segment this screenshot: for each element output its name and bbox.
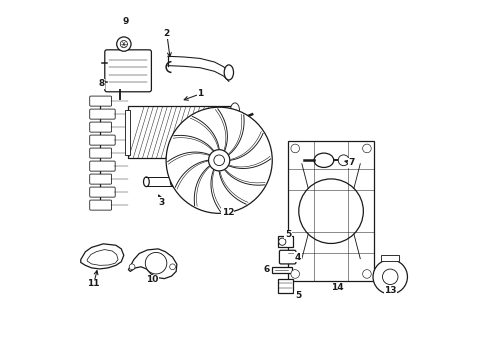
Text: 12: 12 bbox=[221, 208, 234, 217]
Circle shape bbox=[146, 252, 167, 274]
Ellipse shape bbox=[230, 139, 240, 153]
Text: 7: 7 bbox=[349, 158, 355, 167]
Circle shape bbox=[383, 269, 398, 284]
Bar bbox=[125, 110, 130, 155]
Ellipse shape bbox=[171, 177, 176, 186]
Circle shape bbox=[363, 270, 371, 278]
Circle shape bbox=[299, 179, 364, 243]
Bar bbox=[381, 255, 399, 261]
Text: 11: 11 bbox=[87, 279, 100, 288]
Bar bbox=[278, 279, 293, 293]
Ellipse shape bbox=[224, 65, 234, 80]
Circle shape bbox=[291, 144, 299, 153]
Circle shape bbox=[166, 107, 272, 213]
Ellipse shape bbox=[144, 177, 149, 186]
FancyBboxPatch shape bbox=[90, 122, 112, 132]
Circle shape bbox=[170, 264, 175, 270]
Ellipse shape bbox=[230, 121, 240, 135]
FancyBboxPatch shape bbox=[90, 174, 112, 184]
Polygon shape bbox=[87, 249, 118, 265]
Polygon shape bbox=[128, 249, 177, 279]
Circle shape bbox=[338, 155, 349, 166]
Circle shape bbox=[291, 270, 299, 278]
Circle shape bbox=[363, 144, 371, 153]
FancyBboxPatch shape bbox=[90, 109, 115, 119]
FancyBboxPatch shape bbox=[105, 50, 151, 92]
FancyBboxPatch shape bbox=[90, 200, 112, 210]
Text: 9: 9 bbox=[123, 17, 129, 26]
FancyBboxPatch shape bbox=[90, 187, 115, 197]
Text: 4: 4 bbox=[295, 253, 301, 262]
Ellipse shape bbox=[314, 153, 334, 167]
Polygon shape bbox=[81, 244, 124, 269]
FancyBboxPatch shape bbox=[90, 96, 112, 106]
Text: 5: 5 bbox=[295, 291, 301, 300]
Circle shape bbox=[129, 264, 135, 270]
Bar bbox=[272, 267, 292, 273]
Text: 6: 6 bbox=[264, 265, 270, 274]
Text: 10: 10 bbox=[147, 275, 159, 284]
Text: 2: 2 bbox=[164, 29, 170, 38]
Circle shape bbox=[279, 238, 286, 245]
Circle shape bbox=[214, 155, 224, 166]
Bar bbox=[288, 141, 374, 281]
Text: 13: 13 bbox=[384, 286, 396, 295]
Circle shape bbox=[120, 41, 127, 48]
Circle shape bbox=[117, 37, 131, 51]
Bar bbox=[128, 107, 231, 158]
Text: 14: 14 bbox=[331, 283, 344, 292]
Text: 1: 1 bbox=[197, 89, 203, 98]
Circle shape bbox=[209, 150, 230, 171]
Text: 8: 8 bbox=[98, 80, 105, 89]
Text: 3: 3 bbox=[159, 198, 165, 207]
FancyBboxPatch shape bbox=[90, 148, 112, 158]
Circle shape bbox=[373, 260, 408, 294]
FancyBboxPatch shape bbox=[90, 161, 115, 171]
FancyBboxPatch shape bbox=[279, 250, 296, 264]
Text: 5: 5 bbox=[285, 230, 291, 239]
Bar bbox=[278, 236, 293, 247]
FancyBboxPatch shape bbox=[90, 135, 115, 145]
Ellipse shape bbox=[230, 103, 240, 117]
